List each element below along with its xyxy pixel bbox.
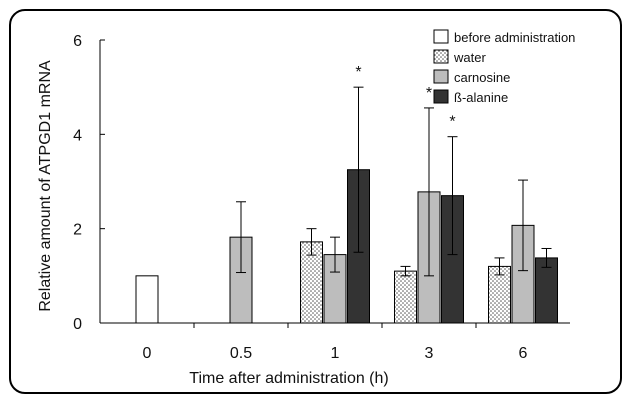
y-tick-label: 0 [73, 316, 82, 333]
legend-swatch [433, 89, 449, 104]
y-tick-label: 4 [73, 127, 82, 144]
legend-label: carnosine [454, 70, 510, 85]
bar [394, 270, 417, 324]
legend-swatch [433, 69, 449, 84]
y-tick-label: 6 [73, 33, 82, 50]
bar [135, 275, 159, 324]
significance-marker: * [449, 114, 455, 131]
x-tick-label: 1 [331, 345, 340, 362]
y-axis-label: Relative amount of ATPGD1 mRNA [37, 60, 54, 312]
legend-label: water [453, 50, 486, 65]
x-tick-label: 6 [519, 345, 528, 362]
legend-label: ß-alanine [454, 90, 508, 105]
x-axis-label: Time after administration (h) [189, 370, 388, 387]
x-tick-label: 0.5 [230, 345, 252, 362]
x-tick-label: 0 [143, 345, 152, 362]
y-tick-label: 2 [73, 222, 82, 239]
legend-swatch [433, 29, 449, 44]
legend-label: before administration [454, 30, 575, 45]
x-tick-label: 3 [425, 345, 434, 362]
significance-marker: * [355, 64, 361, 81]
legend-swatch [433, 49, 449, 64]
chart-frame [9, 9, 622, 394]
significance-marker: * [426, 85, 432, 102]
